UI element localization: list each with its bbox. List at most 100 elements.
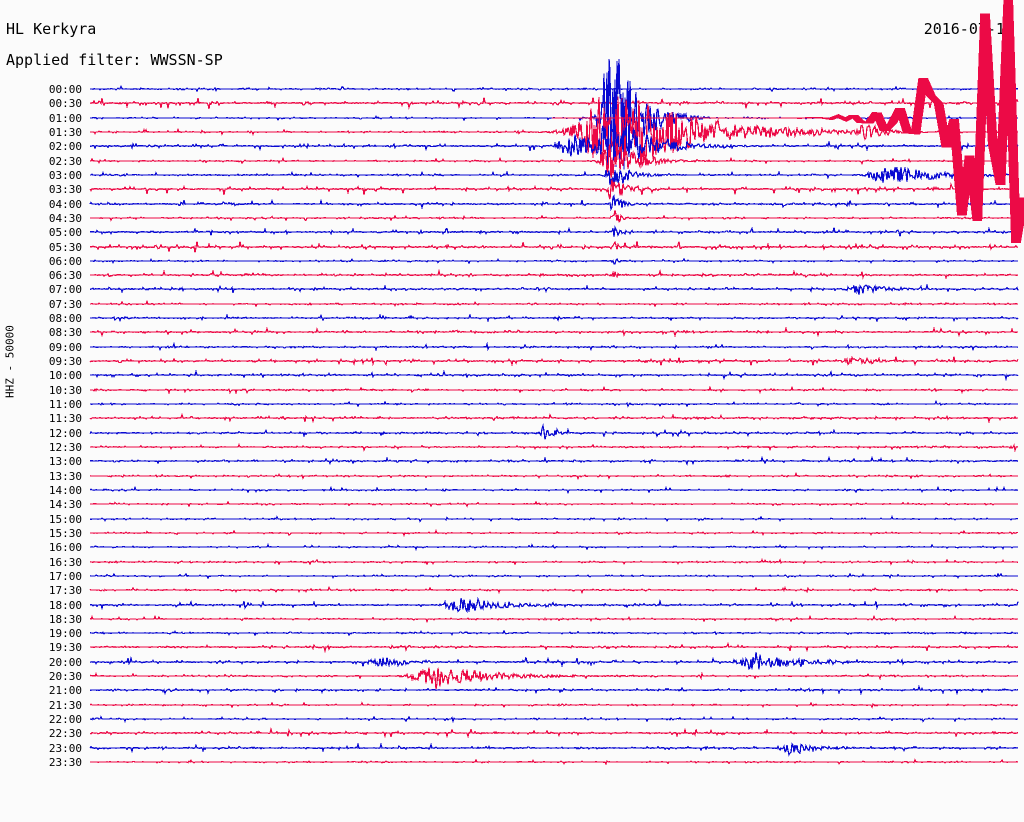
seismic-trace-row <box>89 179 1019 200</box>
seismic-trace-row <box>90 385 1019 395</box>
time-axis-label: 17:30 <box>48 584 82 598</box>
seismic-trace-row <box>90 684 1019 697</box>
time-axis-label: 22:30 <box>48 727 82 741</box>
seismic-trace-row <box>89 413 1019 425</box>
time-axis-label: 16:00 <box>48 541 82 555</box>
time-axis-label: 21:30 <box>48 698 82 712</box>
seismic-trace-row <box>89 557 1019 566</box>
seismic-trace-row <box>89 596 1019 613</box>
seismic-trace-row <box>89 225 1019 238</box>
seismic-trace-row <box>90 455 1019 467</box>
seismic-trace-row <box>89 741 1019 757</box>
station-name: HL Kerkyra <box>6 20 97 38</box>
time-axis-label: 06:00 <box>48 254 82 268</box>
seismic-trace-row <box>90 543 1018 552</box>
seismic-trace-row <box>90 240 1019 253</box>
time-axis-label: 18:30 <box>48 612 82 626</box>
seismic-trace-row <box>90 758 1019 766</box>
seismic-trace-row <box>90 443 1019 453</box>
time-axis-label: 14:00 <box>48 483 82 497</box>
seismic-trace-row <box>89 652 1019 671</box>
time-axis-label: 21:00 <box>48 684 82 698</box>
seismic-trace-row <box>90 257 1019 265</box>
time-axis-label: 19:00 <box>48 627 82 641</box>
time-axis-label: 07:00 <box>48 283 82 297</box>
seismic-trace-row <box>89 471 1019 480</box>
time-axis-label: 13:00 <box>48 455 82 469</box>
trace-area: 00:00 00:30 01:00 01:30 02:00 02:30 03:00 03:30… <box>48 0 1024 770</box>
time-axis-label: 10:30 <box>48 383 82 397</box>
time-axis-label: 20:00 <box>48 655 82 669</box>
time-axis-label: 15:00 <box>48 512 82 526</box>
seismic-trace-row <box>89 326 1019 339</box>
record-date: 2016-07-16 <box>923 20 1014 38</box>
time-axis-label: 11:30 <box>48 412 82 426</box>
time-axis-label: 20:30 <box>48 670 82 684</box>
time-axis-label: 08:00 <box>48 312 82 326</box>
seismic-trace-row <box>89 514 1019 523</box>
time-axis-label: 05:00 <box>48 226 82 240</box>
seismic-trace-row <box>89 299 1019 308</box>
time-axis-label: 11:00 <box>48 398 82 412</box>
time-axis-label: 17:00 <box>48 569 82 583</box>
seismic-trace-row <box>89 642 1019 654</box>
seismic-trace-row <box>89 355 1019 367</box>
time-axis-label: 12:30 <box>48 441 82 454</box>
seismic-trace-row <box>89 142 1019 180</box>
seismic-trace-row <box>89 423 1019 440</box>
seismic-trace-row <box>89 500 1019 509</box>
seismic-trace-row <box>89 586 1019 595</box>
time-axis-label: 03:30 <box>48 183 82 197</box>
time-axis-label: 04:30 <box>48 211 82 225</box>
time-axis-label: 10:00 <box>48 369 82 383</box>
time-axis-label: 07:30 <box>48 297 82 311</box>
time-axis-label: 13:30 <box>48 469 82 483</box>
time-axis-label: 23:00 <box>48 741 82 755</box>
time-axis-label: 09:30 <box>48 355 82 369</box>
seismic-trace-row <box>89 667 1019 690</box>
seismic-trace-row <box>89 193 1018 211</box>
time-axis-label: 14:30 <box>48 498 82 512</box>
time-axis-label: 23:30 <box>48 756 82 770</box>
time-axis-label: 18:00 <box>48 598 82 612</box>
seismic-trace-row <box>89 629 1019 637</box>
seismic-trace-row <box>89 715 1018 724</box>
time-axis-label: 00:30 <box>48 97 82 111</box>
seismic-trace-row <box>90 165 1019 186</box>
time-axis-label: 05:30 <box>48 240 82 254</box>
seismic-trace-row <box>90 210 1018 223</box>
time-axis-label: 00:00 <box>48 83 82 96</box>
time-axis-label: 22:00 <box>48 713 82 727</box>
seismic-trace-row <box>89 727 1019 739</box>
time-axis-label: 01:30 <box>48 125 82 139</box>
time-axis-label: 08:30 <box>48 326 82 340</box>
seismic-trace-row <box>89 485 1019 495</box>
seismic-trace-row <box>89 700 1018 709</box>
seismic-trace-row <box>89 369 1019 382</box>
seismic-trace-row <box>90 84 1019 94</box>
seismic-trace-row <box>89 399 1019 408</box>
time-axis-label: 02:00 <box>48 140 82 154</box>
seismic-trace-row <box>90 341 1019 352</box>
main-event-clipped-arrival <box>552 0 1024 243</box>
seismic-trace-row <box>89 96 1019 111</box>
time-axis-label: 12:00 <box>48 426 82 440</box>
seismic-trace-row <box>89 313 1019 323</box>
seismic-trace-row <box>89 283 1019 296</box>
time-axis-label: 09:00 <box>48 340 82 354</box>
seismic-trace-row <box>89 572 1019 580</box>
time-axis-label: 06:30 <box>48 269 82 283</box>
time-axis-label: 03:00 <box>48 168 82 182</box>
seismic-trace-row <box>89 614 1018 623</box>
seismogram-plot: HL Kerkyra 2016-07-16 Applied filter: WW… <box>4 0 1024 770</box>
time-axis-label: 02:30 <box>48 154 82 168</box>
time-axis-label: 04:00 <box>48 197 82 211</box>
time-axis-label: 16:30 <box>48 555 82 569</box>
seismic-trace-row <box>90 120 1019 170</box>
time-axis-label: 01:00 <box>48 111 82 125</box>
seismic-trace-row <box>90 268 1019 280</box>
applied-filter-label: Applied filter: WWSSN-SP <box>6 51 223 69</box>
seismic-trace-row <box>90 528 1019 537</box>
seismic-trace-row <box>89 96 1019 171</box>
time-axis-label: 15:30 <box>48 526 82 540</box>
